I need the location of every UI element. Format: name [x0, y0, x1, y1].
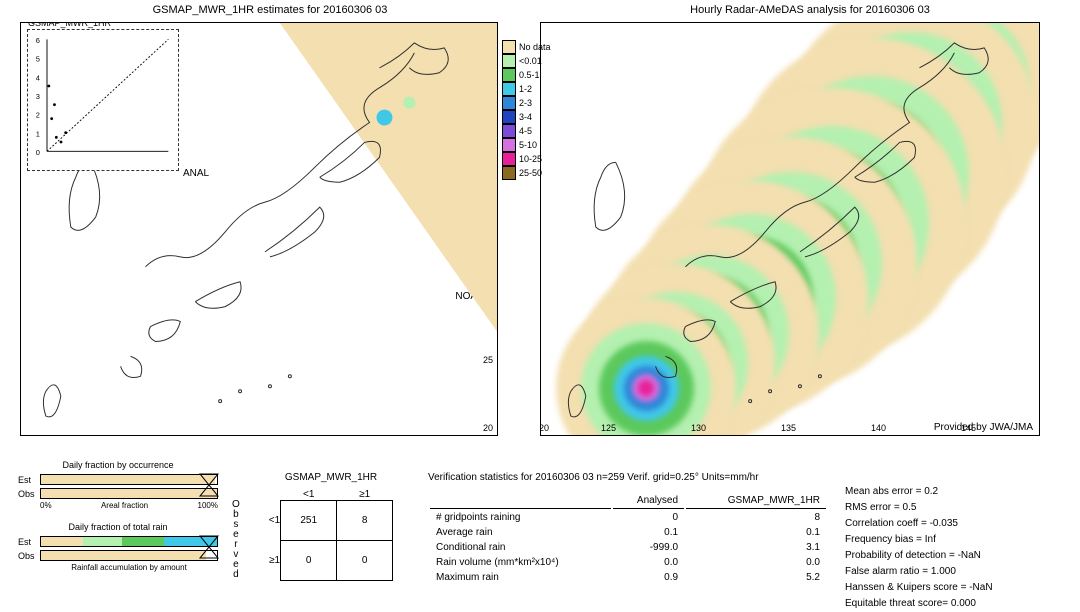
score-line: Correlation coeff = -0.035 — [845, 516, 993, 532]
hourglass-icon — [198, 534, 222, 560]
svg-text:3: 3 — [36, 92, 40, 101]
left-map-title: GSMAP_MWR_1HR estimates for 20160306 03 — [0, 4, 540, 16]
score-line: False alarm ratio = 1.000 — [845, 564, 993, 580]
score-list: Mean abs error = 0.2RMS error = 0.5Corre… — [845, 484, 993, 612]
verif-row: Maximum rain0.95.2 — [430, 571, 826, 584]
matrix-title: GSMAP_MWR_1HR — [256, 472, 406, 483]
legend-item: 3-4 — [502, 110, 558, 124]
bar-row-obs: Obs — [18, 487, 218, 500]
legend-item: 1-2 — [502, 82, 558, 96]
coastline-right — [541, 23, 1039, 435]
left-map-panel: GSMAP_MWR_1HR estimates for 20160306 03 — [0, 0, 540, 448]
confusion-matrix: GSMAP_MWR_1HR <1≥1 <1 251 8 ≥1 0 0 — [256, 472, 406, 581]
legend-item: 10-25 — [502, 152, 558, 166]
hourglass-icon — [198, 472, 222, 498]
legend-item: 4-5 — [502, 124, 558, 138]
score-line: Equitable threat score= 0.000 — [845, 596, 993, 612]
right-map-title: Hourly Radar-AMeDAS analysis for 2016030… — [540, 4, 1080, 16]
inset-title: GSMAP_MWR_1HR — [28, 22, 111, 28]
right-map-frame: Provided by JWA/JMA 45 40 35 30 25 20 12… — [540, 22, 1040, 436]
legend: No data<0.010.5-11-22-33-44-55-1010-2525… — [502, 40, 558, 180]
svg-text:6: 6 — [36, 36, 40, 45]
verif-row: Rain volume (mm*km²x10⁴)0.00.0 — [430, 556, 826, 569]
fraction-total: Daily fraction of total rain Est Obs Rai… — [18, 522, 218, 572]
top-row: GSMAP_MWR_1HR estimates for 20160306 03 — [0, 0, 1080, 448]
frac-occ-title: Daily fraction by occurrence — [18, 460, 218, 470]
verif-row: Average rain0.10.1 — [430, 526, 826, 539]
legend-item: <0.01 — [502, 54, 558, 68]
inset-svg: 6 5 4 3 2 1 0 — [28, 30, 178, 170]
bottom-row: Daily fraction by occurrence Est Obs 0% … — [0, 452, 1080, 612]
score-line: Probability of detection = -NaN — [845, 548, 993, 564]
matrix-cell-a: 251 — [281, 501, 337, 541]
verif-row: Conditional rain-999.03.1 — [430, 541, 826, 554]
tot-est-bar — [40, 536, 218, 547]
matrix-cell-b: 8 — [337, 501, 393, 541]
left-map-frame: GSMAP_MWR_1HR 6 5 4 3 2 1 0 ANAL — [20, 22, 498, 436]
svg-text:0: 0 — [36, 148, 40, 157]
occ-est-bar — [40, 474, 218, 485]
tot-obs-bar — [40, 550, 218, 561]
matrix-cell-c: 0 — [281, 541, 337, 581]
svg-text:4: 4 — [36, 73, 40, 82]
fraction-occurrence: Daily fraction by occurrence Est Obs 0% … — [18, 460, 218, 510]
bar-row-est2: Est — [18, 535, 218, 548]
bar-row-est: Est — [18, 473, 218, 486]
legend-item: 5-10 — [502, 138, 558, 152]
legend-item: 25-50 — [502, 166, 558, 180]
frac-tot-title: Daily fraction of total rain — [18, 522, 218, 532]
observed-side-label: Observed — [232, 500, 240, 580]
score-line: Frequency bias = Inf — [845, 532, 993, 548]
inset-scatter: GSMAP_MWR_1HR 6 5 4 3 2 1 0 — [27, 29, 179, 171]
score-line: Mean abs error = 0.2 — [845, 484, 993, 500]
bar-row-obs2: Obs — [18, 549, 218, 562]
verif-title: Verification statistics for 20160306 03 … — [428, 472, 828, 483]
right-map-panel: Hourly Radar-AMeDAS analysis for 2016030… — [540, 0, 1080, 448]
svg-text:5: 5 — [36, 55, 40, 64]
verif-table: AnalysedGSMAP_MWR_1HR # gridpoints raini… — [428, 491, 828, 586]
legend-item: 0.5-1 — [502, 68, 558, 82]
matrix-table: <1≥1 <1 251 8 ≥1 0 0 — [269, 489, 393, 581]
legend-item: No data — [502, 40, 558, 54]
score-line: Hanssen & Kuipers score = -NaN — [845, 580, 993, 596]
tot-caption: Rainfall accumulation by amount — [18, 563, 218, 572]
svg-text:2: 2 — [36, 111, 40, 120]
verification-stats: Verification statistics for 20160306 03 … — [428, 472, 828, 586]
verif-row: # gridpoints raining08 — [430, 511, 826, 524]
legend-item: 2-3 — [502, 96, 558, 110]
occ-obs-bar — [40, 488, 218, 499]
score-line: RMS error = 0.5 — [845, 500, 993, 516]
svg-text:1: 1 — [36, 129, 40, 138]
occ-axis: 0% Areal fraction 100% — [18, 501, 218, 510]
matrix-cell-d: 0 — [337, 541, 393, 581]
